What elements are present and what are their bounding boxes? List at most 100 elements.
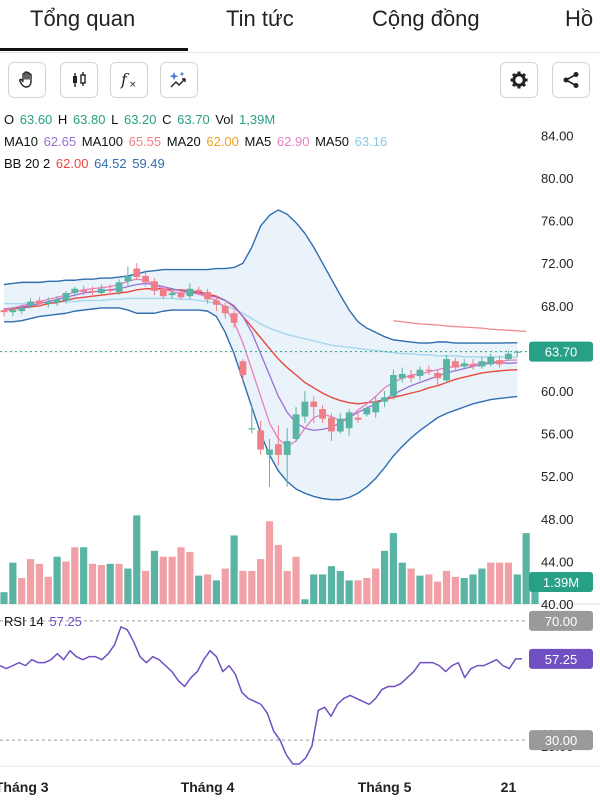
volume-bar — [26, 559, 35, 604]
candle-body — [301, 401, 309, 417]
candle-body — [27, 301, 34, 306]
candle-body — [186, 288, 194, 297]
open-value: 63.60 — [19, 112, 53, 127]
sparkle-indicator-icon[interactable] — [160, 62, 198, 98]
rsi-70-tag: 70.00 — [545, 614, 578, 629]
volume-bar — [35, 563, 43, 604]
rsi-70-tag-bg — [529, 610, 593, 631]
volume-bar — [336, 570, 344, 604]
candle-body — [248, 428, 256, 430]
low-value: 63.20 — [123, 112, 157, 127]
tab-news[interactable]: Tin tức — [226, 6, 294, 31]
time-tick-label: Tháng 3 — [0, 779, 49, 795]
candle-body — [62, 293, 70, 301]
ma50-label: MA50 — [315, 134, 350, 149]
volume-bar — [248, 570, 256, 604]
volume-tag-bg — [529, 572, 593, 592]
volume-bar — [531, 588, 539, 604]
share-icon[interactable] — [552, 62, 590, 98]
ma50-value: 63.16 — [354, 134, 388, 149]
svg-text:f: f — [120, 70, 130, 89]
candle-body — [487, 356, 495, 365]
volume-bar — [142, 570, 150, 604]
volume-bar — [283, 570, 291, 604]
close-label: C — [162, 112, 172, 127]
candle-body — [239, 361, 247, 376]
candle-body — [71, 288, 79, 294]
rsi-line — [0, 626, 522, 765]
price-tick-label: 40.00 — [541, 597, 574, 612]
candle-body — [363, 408, 371, 415]
volume-bar — [124, 568, 132, 604]
candle-body — [151, 281, 158, 291]
ma5-value: 62.90 — [276, 134, 310, 149]
volume-bar — [265, 521, 274, 604]
candle-body — [336, 418, 344, 432]
time-tick-label: Tháng 4 — [181, 779, 235, 795]
volume-bar — [62, 561, 70, 604]
tab-overview[interactable]: Tổng quan — [30, 6, 136, 31]
rsi-value: 57.25 — [49, 614, 82, 629]
price-tick-label: 68.00 — [541, 299, 574, 314]
time-tick-label: Tháng 5 — [358, 779, 412, 795]
volume-bar — [363, 578, 371, 604]
low-label: L — [111, 112, 119, 127]
rsi-label: RSI 14 — [4, 614, 44, 629]
volume-bar — [522, 533, 530, 604]
candlestick-icon[interactable] — [60, 62, 98, 98]
ma10-value: 62.65 — [43, 134, 77, 149]
volume-bar — [0, 592, 8, 604]
candle-body — [177, 293, 185, 298]
candle-body — [283, 441, 291, 455]
candle-body — [354, 417, 362, 420]
volume-bar — [345, 580, 353, 604]
volume-bars — [0, 515, 539, 604]
ohlc-legend: O 63.60 H 63.80 L 63.20 C 63.70 Vol 1,39… — [4, 112, 277, 127]
volume-bar — [9, 562, 17, 604]
candle-body — [319, 409, 326, 419]
volume-bar — [327, 566, 336, 604]
bb-label: BB 20 2 — [4, 156, 51, 171]
candle-body — [451, 361, 459, 368]
tab-community[interactable]: Cộng đồng — [372, 6, 480, 31]
rsi-value-tag-bg — [529, 648, 593, 669]
settings-gear-icon[interactable] — [500, 62, 538, 98]
volume-bar — [221, 568, 229, 604]
volume-bar — [106, 563, 114, 604]
ma-legend: MA10 62.65 MA100 65.55 MA20 62.00 MA5 62… — [4, 134, 389, 149]
candle-body — [213, 300, 220, 305]
candle-body — [80, 289, 88, 292]
high-value: 63.80 — [72, 112, 106, 127]
price-tick-label: 60.00 — [541, 384, 574, 399]
active-tab-indicator — [0, 48, 188, 51]
candle-body — [274, 444, 282, 455]
volume-bar — [496, 562, 504, 604]
price-tick-label: 80.00 — [541, 171, 574, 186]
candle-body — [407, 375, 415, 379]
ma5-label: MA5 — [244, 134, 272, 149]
bb-upper-line — [3, 209, 518, 344]
candles — [0, 263, 521, 487]
price-tick-label: 76.00 — [541, 214, 574, 229]
ma100-label: MA100 — [81, 134, 123, 149]
function-icon[interactable]: f × — [110, 62, 148, 98]
volume-bar — [292, 556, 300, 604]
volume-bar — [195, 575, 203, 604]
volume-bar — [354, 580, 362, 604]
candle-body — [310, 401, 318, 407]
volume-bar — [504, 562, 513, 604]
candle-body — [133, 268, 141, 278]
candle-body — [0, 310, 8, 313]
tab-portfolio[interactable]: Hồ — [565, 6, 594, 31]
candle-body — [124, 275, 132, 282]
volume-bar — [177, 547, 185, 604]
hand-icon[interactable] — [8, 62, 46, 98]
candle-body — [469, 364, 477, 367]
candle-body — [398, 373, 406, 379]
candle-body — [115, 282, 123, 292]
volume-bar — [310, 574, 318, 604]
volume-bar — [416, 575, 424, 604]
candle-body — [36, 300, 43, 304]
close-value: 63.70 — [177, 112, 210, 127]
